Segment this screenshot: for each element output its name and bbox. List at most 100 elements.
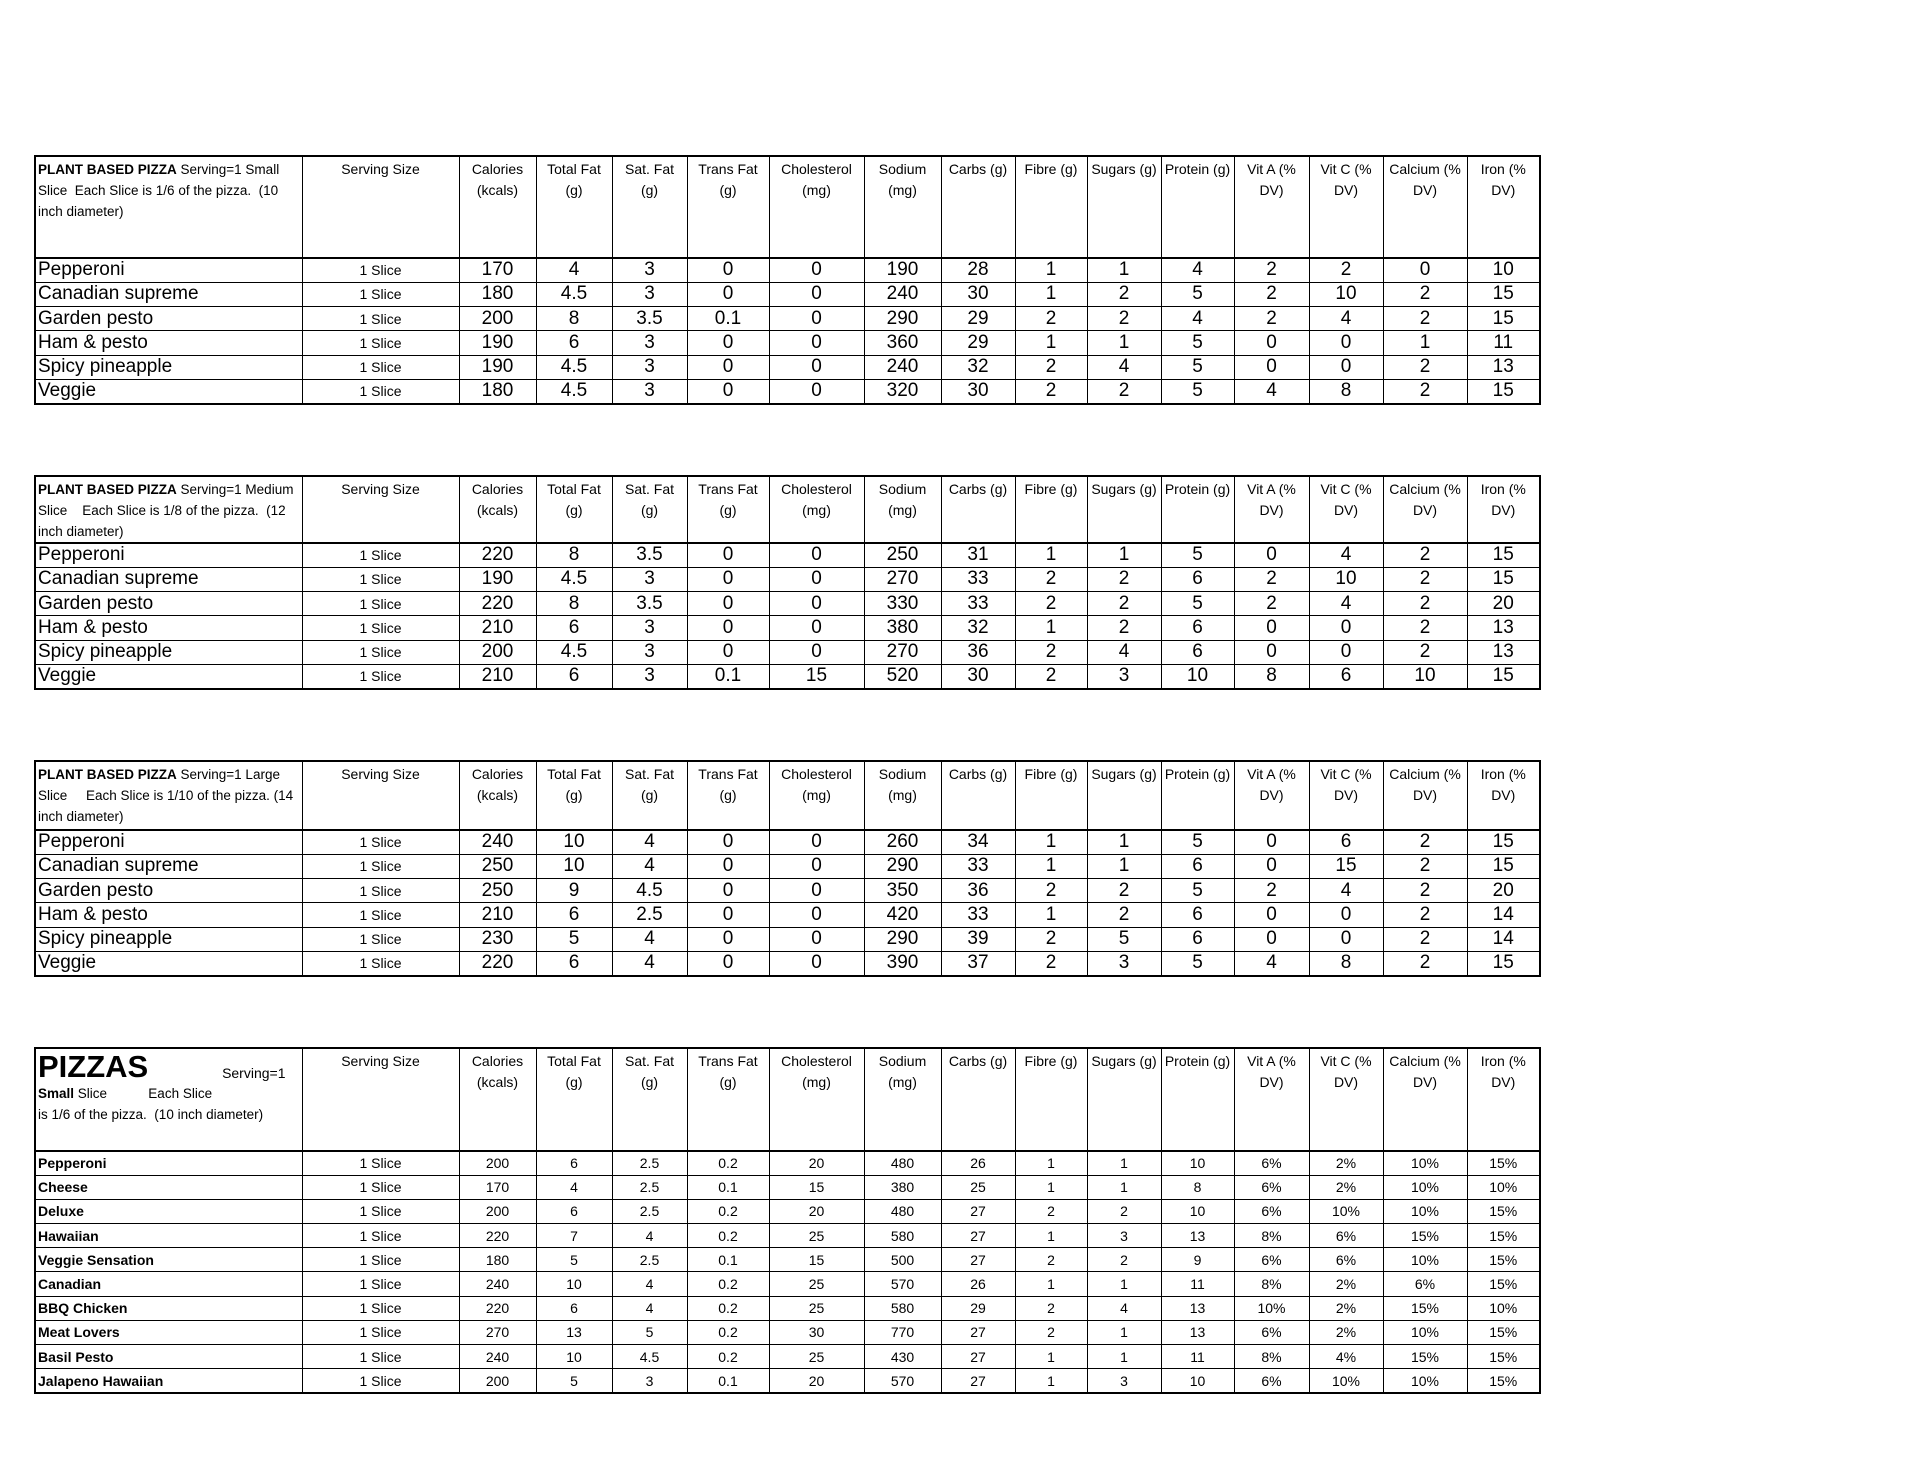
value-cell: 13 — [1160, 1319, 1235, 1346]
value-cell: 2 — [1382, 950, 1468, 977]
value-cell: 10 — [1466, 257, 1541, 283]
value-cell: 10 — [535, 1271, 613, 1297]
value-cell: 6% — [1233, 1198, 1310, 1225]
pizza-name: Canadian supreme — [34, 853, 303, 880]
value-cell: 5 — [1160, 542, 1235, 568]
value-cell: 1 — [1014, 281, 1088, 308]
value-cell: 10% — [1466, 1295, 1541, 1321]
value-cell: 3 — [611, 281, 688, 308]
column-header: Vit C (% DV) — [1308, 155, 1384, 259]
value-cell: 5 — [1160, 330, 1235, 356]
value-cell: 6 — [535, 1150, 613, 1176]
value-cell: 180 — [458, 281, 537, 308]
column-header: Vit A (% DV) — [1233, 155, 1310, 259]
value-cell: 0 — [1382, 257, 1468, 283]
table-row: Spicy pineapple 1 Slice 190 4.5 3 0 0 240 32 2 4 5 0… — [34, 354, 1541, 380]
value-cell: 4.5 — [611, 878, 688, 904]
value-cell: 210 — [458, 615, 537, 641]
table-row: Veggie 1 Slice 220 6 4 0 0 390 37 2 3 5 4 8 2 15 — [34, 950, 1541, 977]
pizza-name: Meat Lovers — [34, 1319, 303, 1346]
value-cell: 4 — [611, 950, 688, 977]
value-cell: 240 — [863, 354, 942, 380]
value-cell: 0 — [768, 829, 865, 855]
value-cell: 33 — [940, 566, 1016, 593]
value-cell: 5 — [535, 1368, 613, 1394]
value-cell: 6% — [1233, 1319, 1310, 1346]
table-row: Spicy pineapple 1 Slice 200 4.5 3 0 0 270 36 2 4 6 0… — [34, 639, 1541, 665]
value-cell: 13 — [1466, 639, 1541, 665]
value-cell: 1 — [1014, 542, 1088, 568]
value-cell: 10 — [1160, 1150, 1235, 1176]
value-cell: 0 — [686, 829, 770, 855]
value-cell: 0.1 — [686, 1368, 770, 1394]
value-cell: 0 — [686, 542, 770, 568]
value-cell: 3 — [611, 566, 688, 593]
value-cell: 2 — [1233, 566, 1310, 593]
value-cell: 0 — [686, 926, 770, 952]
value-cell: 9 — [1160, 1247, 1235, 1273]
value-cell: 4 — [611, 1223, 688, 1249]
value-cell: 1 — [1014, 829, 1088, 855]
value-cell: 200 — [458, 1368, 537, 1394]
value-cell: 1 — [1086, 1174, 1162, 1200]
table-row: Basil Pesto 1 Slice 240 10 4.5 0.2 25 430 27 1 1 11… — [34, 1343, 1541, 1370]
column-header: Cholesterol (mg) — [768, 475, 865, 544]
value-cell: 4 — [1308, 878, 1384, 904]
pizza-name: Garden pesto — [34, 591, 303, 617]
value-cell: 20 — [768, 1198, 865, 1225]
value-cell: 1 — [1014, 1271, 1088, 1297]
table-row: Ham & pesto 1 Slice 190 6 3 0 0 360 29 1 1 5 0 0 1 11 — [34, 330, 1541, 356]
value-cell: 0 — [686, 639, 770, 665]
value-cell: 0 — [768, 378, 865, 405]
value-cell: 0 — [768, 853, 865, 880]
value-cell: 15% — [1382, 1295, 1468, 1321]
column-header: Sodium (mg) — [863, 1047, 942, 1152]
value-cell: 10% — [1466, 1174, 1541, 1200]
value-cell: 290 — [863, 926, 942, 952]
value-cell: 4% — [1308, 1343, 1384, 1370]
title-bold: PLANT BASED PIZZA — [38, 767, 177, 782]
value-cell: 10% — [1382, 1174, 1468, 1200]
value-cell: 2 — [1382, 306, 1468, 332]
value-cell: 270 — [458, 1319, 537, 1346]
value-cell: 4 — [611, 1271, 688, 1297]
value-cell: 6 — [1160, 615, 1235, 641]
value-cell: 3 — [611, 615, 688, 641]
value-cell: 3 — [1086, 1223, 1162, 1249]
serving-size-cell: 1 Slice — [301, 566, 460, 593]
value-cell: 6% — [1233, 1150, 1310, 1176]
serving-size-cell: 1 Slice — [301, 1368, 460, 1394]
value-cell: 4 — [1233, 378, 1310, 405]
column-header: Protein (g) — [1160, 1047, 1235, 1152]
table-row: Hawaiian 1 Slice 220 7 4 0.2 25 580 27 1 3 13 8% 6% 15… — [34, 1223, 1541, 1249]
value-cell: 0.2 — [686, 1343, 770, 1370]
value-cell: 14 — [1466, 926, 1541, 952]
value-cell: 0 — [768, 902, 865, 928]
value-cell: 8% — [1233, 1223, 1310, 1249]
value-cell: 27 — [940, 1319, 1016, 1346]
value-cell: 0 — [768, 354, 865, 380]
value-cell: 0 — [1308, 615, 1384, 641]
value-cell: 4 — [611, 926, 688, 952]
value-cell: 2 — [1086, 591, 1162, 617]
value-cell: 1 — [1086, 330, 1162, 356]
serving-size-cell: 1 Slice — [301, 354, 460, 380]
value-cell: 2 — [1086, 615, 1162, 641]
value-cell: 0 — [1233, 615, 1310, 641]
table-row: Ham & pesto 1 Slice 210 6 3 0 0 380 32 1 2 6 0 0 2 13 — [34, 615, 1541, 641]
value-cell: 32 — [940, 615, 1016, 641]
table-row: Cheese 1 Slice 170 4 2.5 0.1 15 380 25 1 1 8 6% 2% 10%… — [34, 1174, 1541, 1200]
column-header: Fibre (g) — [1014, 475, 1088, 544]
value-cell: 0 — [686, 853, 770, 880]
value-cell: 3 — [611, 354, 688, 380]
pizza-name: Spicy pineapple — [34, 354, 303, 380]
value-cell: 210 — [458, 902, 537, 928]
value-cell: 4 — [1233, 950, 1310, 977]
value-cell: 4 — [1308, 542, 1384, 568]
serving-size-cell: 1 Slice — [301, 378, 460, 405]
value-cell: 2.5 — [611, 1198, 688, 1225]
nutrition-table: PLANT BASED PIZZA Serving=1 Small Slice … — [34, 155, 1541, 405]
serving-size-cell: 1 Slice — [301, 257, 460, 283]
value-cell: 6 — [1160, 853, 1235, 880]
value-cell: 200 — [458, 639, 537, 665]
